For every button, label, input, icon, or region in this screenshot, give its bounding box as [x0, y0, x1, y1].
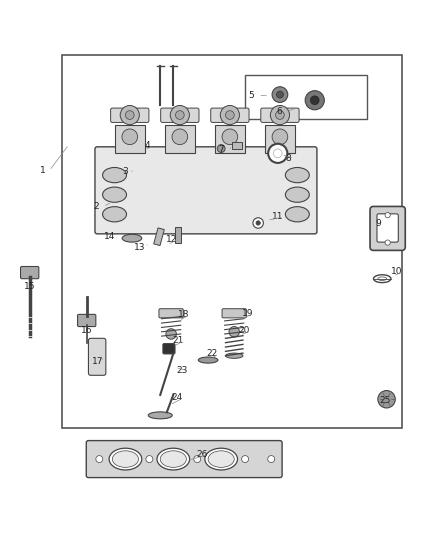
Circle shape	[311, 96, 319, 104]
FancyBboxPatch shape	[222, 309, 247, 318]
Text: 8: 8	[285, 154, 291, 163]
Text: 25: 25	[380, 396, 391, 405]
FancyBboxPatch shape	[111, 108, 149, 123]
Text: 2: 2	[93, 202, 99, 211]
Circle shape	[276, 111, 284, 119]
Circle shape	[166, 329, 177, 339]
Circle shape	[222, 129, 238, 144]
Ellipse shape	[102, 187, 127, 203]
Circle shape	[378, 391, 395, 408]
Circle shape	[194, 456, 201, 463]
Circle shape	[176, 111, 184, 119]
Circle shape	[229, 327, 240, 337]
FancyBboxPatch shape	[95, 147, 317, 234]
Ellipse shape	[226, 353, 243, 358]
Circle shape	[242, 456, 249, 463]
Text: 12: 12	[166, 235, 178, 244]
Text: 20: 20	[239, 326, 250, 335]
Circle shape	[170, 106, 189, 125]
Ellipse shape	[157, 448, 190, 470]
Text: 14: 14	[104, 232, 115, 241]
Text: 19: 19	[241, 309, 253, 318]
FancyBboxPatch shape	[261, 108, 299, 123]
Circle shape	[385, 240, 390, 245]
Text: 6: 6	[276, 108, 282, 117]
Text: 18: 18	[177, 310, 189, 319]
Circle shape	[226, 111, 234, 119]
Text: 4: 4	[145, 141, 150, 150]
Ellipse shape	[122, 235, 142, 242]
Bar	[245, 75, 367, 118]
FancyBboxPatch shape	[159, 309, 184, 318]
FancyBboxPatch shape	[211, 108, 249, 123]
Circle shape	[146, 456, 153, 463]
Ellipse shape	[102, 207, 127, 222]
Bar	[176, 228, 181, 243]
Ellipse shape	[113, 451, 138, 467]
Text: 24: 24	[171, 393, 182, 402]
Circle shape	[125, 111, 134, 119]
Ellipse shape	[148, 412, 172, 419]
Text: 17: 17	[92, 357, 104, 366]
Text: 7: 7	[218, 146, 224, 155]
Ellipse shape	[378, 277, 387, 280]
Ellipse shape	[109, 448, 142, 470]
Ellipse shape	[160, 451, 186, 467]
Text: 22: 22	[207, 349, 218, 358]
FancyBboxPatch shape	[377, 214, 398, 242]
Text: 10: 10	[391, 267, 403, 276]
Circle shape	[305, 91, 324, 110]
Circle shape	[217, 144, 225, 152]
Text: 26: 26	[196, 450, 207, 459]
Ellipse shape	[198, 357, 218, 363]
Circle shape	[220, 106, 240, 125]
Bar	[232, 142, 242, 149]
Circle shape	[120, 106, 139, 125]
Circle shape	[270, 106, 290, 125]
Circle shape	[96, 456, 103, 463]
Ellipse shape	[102, 167, 127, 183]
Circle shape	[272, 87, 288, 102]
Bar	[215, 125, 245, 154]
Text: 15: 15	[24, 281, 35, 290]
Ellipse shape	[286, 167, 309, 183]
Bar	[165, 125, 195, 154]
Ellipse shape	[205, 448, 237, 470]
Text: 21: 21	[172, 336, 184, 345]
Bar	[62, 55, 402, 427]
Circle shape	[122, 129, 138, 144]
Circle shape	[276, 91, 283, 98]
Ellipse shape	[374, 275, 391, 282]
Text: 13: 13	[134, 243, 145, 252]
Bar	[154, 228, 164, 246]
Ellipse shape	[208, 451, 234, 467]
FancyBboxPatch shape	[370, 206, 405, 251]
Circle shape	[272, 129, 288, 144]
Circle shape	[268, 144, 287, 163]
Circle shape	[256, 221, 260, 225]
FancyBboxPatch shape	[161, 108, 199, 123]
Bar	[265, 125, 295, 154]
FancyBboxPatch shape	[78, 314, 96, 327]
FancyBboxPatch shape	[163, 344, 175, 354]
Circle shape	[385, 213, 390, 218]
Circle shape	[172, 129, 187, 144]
Circle shape	[268, 456, 275, 463]
Text: 3: 3	[123, 167, 128, 176]
FancyBboxPatch shape	[86, 441, 282, 478]
Ellipse shape	[286, 187, 309, 203]
Text: 5: 5	[249, 91, 254, 100]
Text: 11: 11	[272, 212, 283, 221]
Text: 16: 16	[81, 326, 92, 335]
FancyBboxPatch shape	[88, 338, 106, 375]
Text: 23: 23	[177, 367, 188, 375]
Text: 9: 9	[375, 220, 381, 228]
Ellipse shape	[286, 207, 309, 222]
Text: 1: 1	[40, 166, 46, 175]
Bar	[115, 125, 145, 154]
Circle shape	[273, 149, 282, 158]
FancyBboxPatch shape	[21, 266, 39, 279]
Circle shape	[253, 218, 263, 228]
